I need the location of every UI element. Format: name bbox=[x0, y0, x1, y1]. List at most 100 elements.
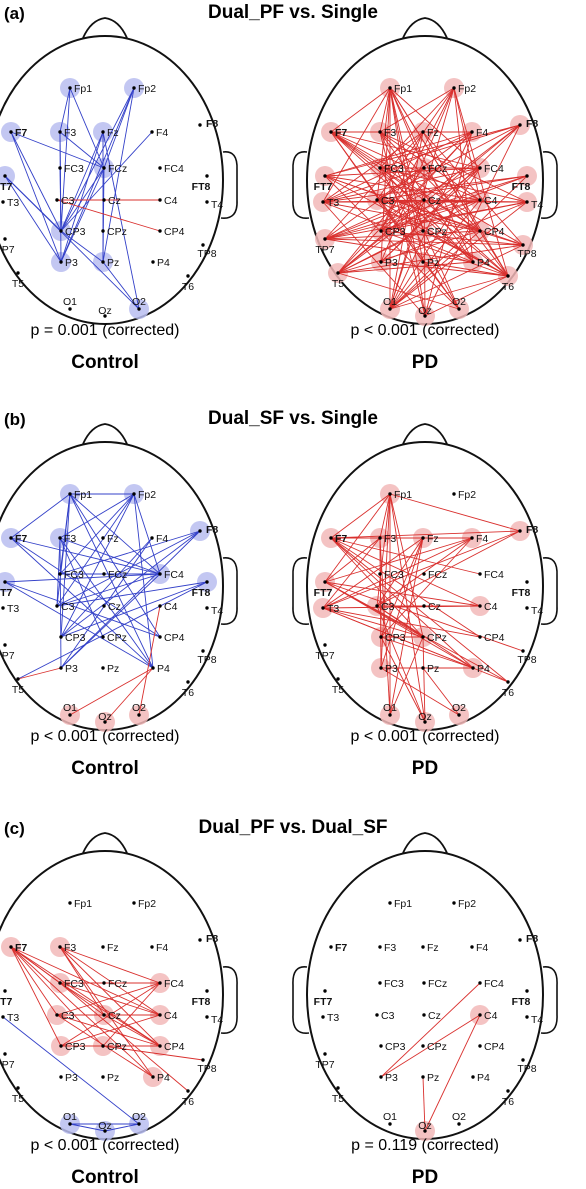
connection-ft8-tp7 bbox=[324, 175, 528, 240]
connection-cp3-fc4 bbox=[60, 982, 161, 1047]
connection-fp1-c3 bbox=[376, 87, 391, 201]
electrode-label-t6: T6 bbox=[502, 281, 514, 293]
electrode-label-t4: T4 bbox=[531, 199, 543, 211]
connection-cp4-t5 bbox=[337, 230, 481, 274]
electrode-t3 bbox=[1, 200, 5, 204]
connection-f7-cp3 bbox=[10, 131, 62, 232]
electrode-label-o1: O1 bbox=[63, 1111, 77, 1123]
electrode-t5 bbox=[16, 677, 20, 681]
connection-fp2-p4 bbox=[133, 493, 154, 669]
electrode-c4 bbox=[478, 1013, 482, 1017]
electrode-label-cpz: CPz bbox=[427, 226, 447, 238]
electrode-label-tp7: TP7 bbox=[0, 650, 15, 662]
connection-cpz-o1 bbox=[389, 636, 424, 716]
electrode-label-t6: T6 bbox=[502, 1096, 514, 1108]
electrode-label-tp8: TP8 bbox=[197, 654, 216, 666]
scalp-map: Fp1 Fp2 F7 F3 Fz F4 F8 FT7 FC3 FCz FC4 FT8 T3 C3 Cz C4 T… bbox=[292, 423, 558, 732]
electrode-label-fc4: FC4 bbox=[484, 978, 504, 990]
connection-fcz-t6 bbox=[423, 167, 509, 277]
electrode-label-pz: Pz bbox=[107, 257, 119, 269]
connection-cpz-tp8 bbox=[102, 1045, 204, 1061]
electrode-tp8 bbox=[201, 649, 205, 653]
connection-fp1-pz bbox=[389, 87, 424, 263]
connection-cpz-fc4 bbox=[102, 982, 161, 1047]
electrode-label-fc4: FC4 bbox=[484, 163, 504, 175]
electrode-label-tp8: TP8 bbox=[197, 248, 216, 260]
electrode-label-fcz: FCz bbox=[108, 569, 127, 581]
electrode-label-cpz: CPz bbox=[427, 632, 447, 644]
electrode-label-t5: T5 bbox=[332, 1093, 344, 1105]
connection-f3-c4 bbox=[59, 946, 161, 1016]
electrode-t3 bbox=[1, 1015, 5, 1019]
electrode-cpz bbox=[421, 1044, 425, 1048]
connection-f8-c3 bbox=[56, 530, 201, 607]
electrode-cp4 bbox=[478, 229, 482, 233]
connection-fp2-c3 bbox=[376, 87, 455, 201]
right-ear bbox=[540, 966, 558, 1034]
electrode-p3 bbox=[59, 260, 63, 264]
electrode-label-fp2: Fp2 bbox=[138, 83, 156, 95]
connection-t4-o1 bbox=[389, 201, 528, 310]
electrode-pz bbox=[101, 260, 105, 264]
electrode-t3 bbox=[321, 1015, 325, 1019]
electrode-t5 bbox=[336, 677, 340, 681]
electrode-fc4 bbox=[478, 572, 482, 576]
electrode-fp2 bbox=[132, 901, 136, 905]
electrode-label-cp3: CP3 bbox=[65, 632, 86, 644]
connection-fp2-cp3 bbox=[60, 493, 135, 638]
connection-f7-cp4 bbox=[10, 946, 161, 1047]
electrode-label-f4: F4 bbox=[476, 533, 488, 545]
electrode-label-ft7: FT7 bbox=[314, 181, 333, 193]
electrode-label-o2: O2 bbox=[132, 296, 146, 308]
connection-c3-t6 bbox=[376, 199, 509, 277]
connection-cp3-p4 bbox=[380, 636, 474, 669]
connection-cz-t6 bbox=[423, 199, 509, 277]
connection-ft7-fc4 bbox=[4, 573, 161, 583]
connection-c4-o1 bbox=[389, 199, 481, 310]
electrode-label-cp3: CP3 bbox=[385, 632, 406, 644]
electrode-label-t4: T4 bbox=[531, 605, 543, 617]
electrode-cp4 bbox=[158, 229, 162, 233]
electrode-fp1 bbox=[68, 86, 72, 90]
electrode-label-t5: T5 bbox=[332, 684, 344, 696]
connection-fp2-c3 bbox=[56, 493, 135, 607]
electrode-c3 bbox=[375, 604, 379, 608]
electrode-label-cpz: CPz bbox=[107, 632, 127, 644]
electrode-cp3 bbox=[59, 1044, 63, 1048]
connection-fp1-f3 bbox=[59, 87, 71, 133]
electrode-fc4 bbox=[158, 572, 162, 576]
connection-f3-cpz bbox=[59, 537, 104, 638]
connection-c3-tp8 bbox=[376, 199, 524, 246]
connection-fp2-c4 bbox=[453, 87, 481, 201]
electrode-t5 bbox=[16, 271, 20, 275]
nose bbox=[82, 17, 128, 39]
electrode-t6 bbox=[506, 680, 510, 684]
electrode-label-cpz: CPz bbox=[427, 1041, 447, 1053]
connection-o1-oz bbox=[69, 1123, 106, 1132]
scalp-map: Fp1 Fp2 F7 F3 Fz F4 F8 FT7 FC3 FCz FC4 FT8 T3 C3 Cz C4 T… bbox=[0, 832, 238, 1141]
electrode-label-ft7: FT7 bbox=[314, 587, 333, 599]
electrode-p4 bbox=[151, 666, 155, 670]
right-ear bbox=[540, 151, 558, 219]
electrode-label-tp7: TP7 bbox=[315, 244, 334, 256]
electrode-cpz bbox=[421, 635, 425, 639]
connection-oz-t6 bbox=[424, 275, 509, 317]
panel-title: Dual_PF vs. Single bbox=[208, 2, 378, 23]
electrode-t3 bbox=[1, 606, 5, 610]
electrode-ft8 bbox=[525, 989, 529, 993]
connection-ft7-tp8 bbox=[324, 581, 524, 652]
connection-pz-o2 bbox=[102, 261, 140, 310]
connection-ft7-o2 bbox=[4, 175, 140, 310]
connection-f3-fcz bbox=[59, 131, 105, 169]
electrode-oz bbox=[423, 720, 427, 724]
electrode-label-t6: T6 bbox=[182, 281, 194, 293]
group-label: PD bbox=[411, 352, 439, 373]
electrode-f7 bbox=[329, 945, 333, 949]
electrode-cz bbox=[102, 604, 106, 608]
electrode-label-cp4: CP4 bbox=[484, 1041, 505, 1053]
connection-c3-cp4 bbox=[56, 199, 161, 232]
electrode-label-tp8: TP8 bbox=[197, 1063, 216, 1075]
electrode-label-f4: F4 bbox=[156, 127, 168, 139]
connection-fp2-f3 bbox=[379, 87, 455, 133]
electrode-label-f7: F7 bbox=[15, 533, 27, 545]
